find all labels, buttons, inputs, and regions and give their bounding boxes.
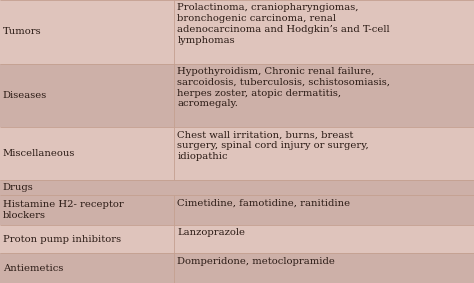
Bar: [0, 225, 474, 253]
Text: Drugs: Drugs: [3, 183, 34, 192]
Bar: [0, 64, 474, 127]
Text: Antiemetics: Antiemetics: [3, 264, 63, 273]
Text: Miscellaneous: Miscellaneous: [3, 149, 75, 158]
Text: Diseases: Diseases: [3, 91, 47, 100]
Text: Chest wall irritation, burns, breast
surgery, spinal cord injury or surgery,
idi: Chest wall irritation, burns, breast sur…: [177, 131, 369, 161]
Text: Domperidone, metoclopramide: Domperidone, metoclopramide: [177, 257, 335, 266]
Bar: [0, 180, 474, 195]
Text: Hypothyroidism, Chronic renal failure,
sarcoidosis, tuberculosis, schistosomiasi: Hypothyroidism, Chronic renal failure, s…: [177, 67, 390, 108]
Text: Proton pump inhibitors: Proton pump inhibitors: [3, 235, 121, 244]
Text: Tumors: Tumors: [3, 27, 41, 36]
Bar: [0, 253, 474, 283]
Text: Lanzoprazole: Lanzoprazole: [177, 228, 245, 237]
Text: Cimetidine, famotidine, ranitidine: Cimetidine, famotidine, ranitidine: [177, 199, 350, 208]
Text: Prolactinoma, craniopharyngiomas,
bronchogenic carcinoma, renal
adenocarcinoma a: Prolactinoma, craniopharyngiomas, bronch…: [177, 3, 390, 45]
Bar: [0, 0, 474, 64]
Bar: [0, 127, 474, 180]
Bar: [0, 195, 474, 225]
Text: Histamine H2- receptor
blockers: Histamine H2- receptor blockers: [3, 200, 124, 220]
